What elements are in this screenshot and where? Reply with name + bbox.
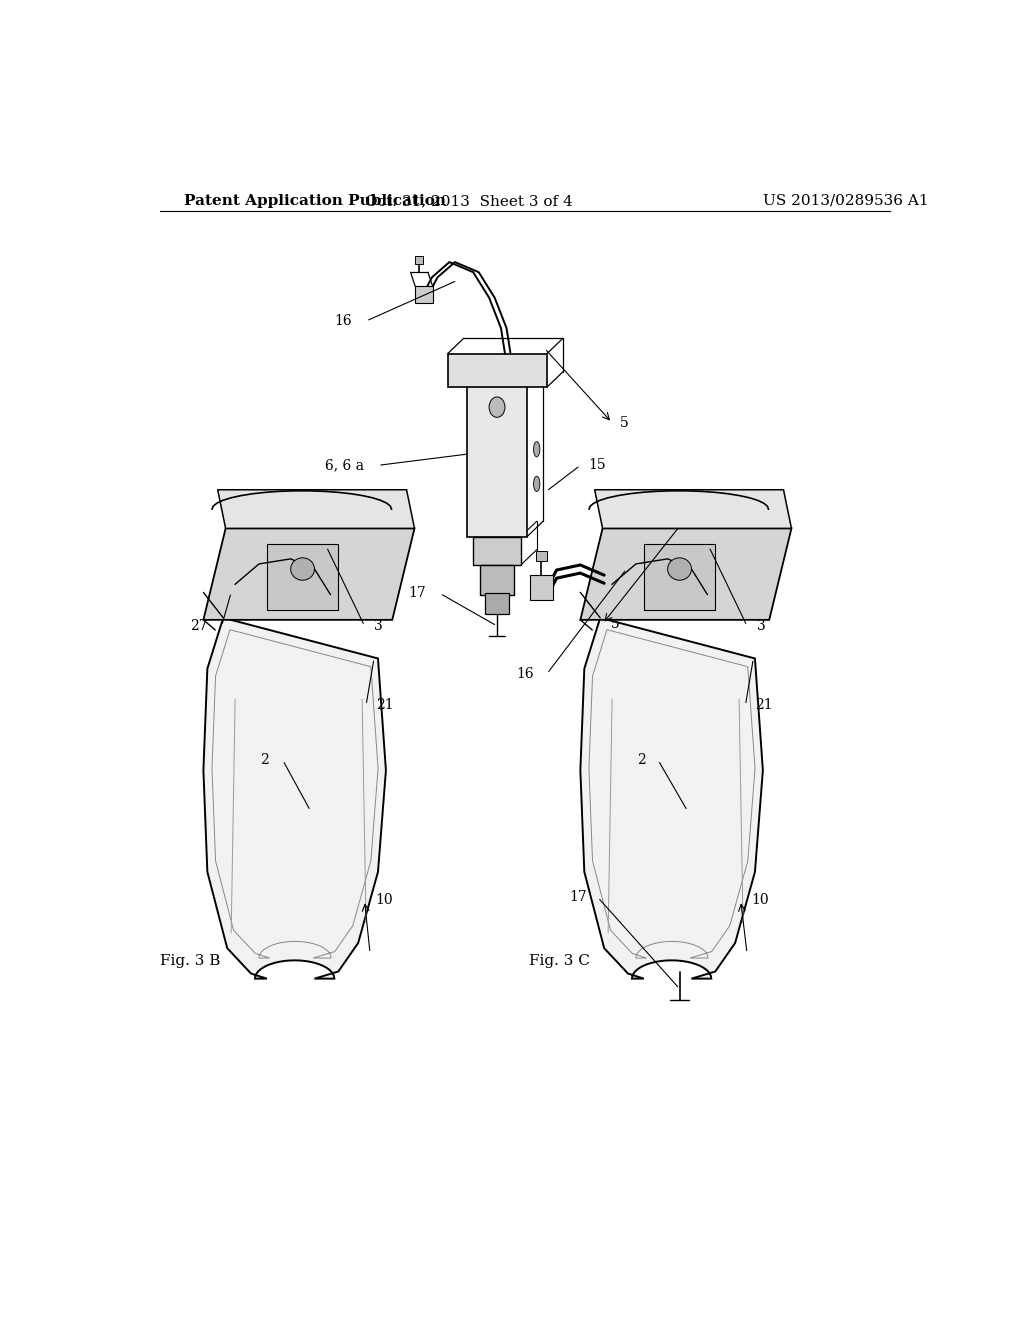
Text: Fig. 3 B: Fig. 3 B (160, 954, 220, 969)
Text: 16: 16 (334, 314, 352, 329)
Bar (479, 565, 514, 595)
Bar (473, 536, 521, 565)
Text: Oct. 31, 2013  Sheet 3 of 4: Oct. 31, 2013 Sheet 3 of 4 (366, 194, 573, 209)
Text: 17: 17 (409, 586, 426, 601)
Text: 21: 21 (755, 698, 772, 713)
Text: 17: 17 (569, 890, 587, 904)
Text: 16: 16 (517, 667, 535, 681)
Text: 27: 27 (189, 619, 207, 634)
Text: Fig. 3 C: Fig. 3 C (528, 954, 590, 969)
Bar (447, 354, 547, 387)
Polygon shape (204, 528, 415, 620)
Text: 5: 5 (620, 416, 629, 430)
Text: 3: 3 (758, 619, 766, 634)
Text: 5: 5 (610, 616, 620, 631)
Text: US 2013/0289536 A1: US 2013/0289536 A1 (763, 194, 929, 209)
Bar (485, 594, 509, 614)
Bar (267, 544, 338, 610)
Ellipse shape (534, 442, 540, 457)
Polygon shape (581, 618, 763, 978)
Polygon shape (218, 490, 415, 528)
Text: 2: 2 (260, 754, 269, 767)
Polygon shape (595, 490, 792, 528)
Text: 10: 10 (752, 894, 769, 907)
Text: 21: 21 (376, 698, 393, 713)
Text: 10: 10 (376, 894, 393, 907)
Text: Fig. 3 A: Fig. 3 A (240, 589, 299, 602)
Text: 15: 15 (588, 458, 606, 473)
Bar (416, 286, 433, 302)
Polygon shape (581, 528, 792, 620)
Circle shape (489, 397, 505, 417)
Bar (467, 385, 527, 536)
Bar (530, 576, 553, 599)
Polygon shape (204, 618, 386, 978)
Text: 3: 3 (374, 619, 383, 634)
Bar (536, 550, 547, 561)
Bar (644, 544, 715, 610)
Text: Patent Application Publication: Patent Application Publication (183, 194, 445, 209)
Bar (416, 256, 423, 264)
Ellipse shape (534, 477, 540, 491)
Text: 2: 2 (637, 754, 645, 767)
Ellipse shape (291, 558, 314, 581)
Text: 6, 6 a: 6, 6 a (326, 458, 365, 473)
Ellipse shape (668, 558, 691, 581)
